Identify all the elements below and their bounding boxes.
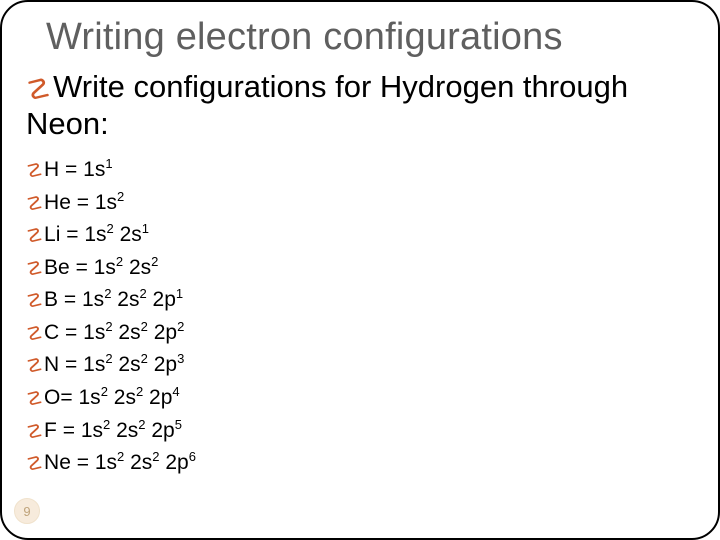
list-item: ☡Li = 1s2 2s1 xyxy=(26,219,698,252)
equals-sign: = xyxy=(71,191,95,214)
orbital-term: 2s xyxy=(110,419,138,442)
electron-count: 2 xyxy=(101,384,108,399)
electron-count: 6 xyxy=(189,449,196,464)
electron-count: 5 xyxy=(175,417,182,432)
equals-sign: = xyxy=(57,419,81,442)
orbital-term: 1s xyxy=(83,321,105,344)
orbital-term: 1s xyxy=(94,256,116,279)
electron-count: 3 xyxy=(177,351,184,366)
electron-count: 4 xyxy=(172,384,179,399)
orbital-term: 2s xyxy=(113,321,141,344)
electron-count: 2 xyxy=(139,286,146,301)
electron-count: 2 xyxy=(105,351,112,366)
electron-count: 2 xyxy=(107,221,114,236)
orbital-term: 2s xyxy=(114,223,142,246)
element-symbol: N xyxy=(44,353,59,376)
scribble-icon: ☡ xyxy=(26,324,43,345)
equals-sign: = xyxy=(60,223,84,246)
slide-title: Writing electron configurations xyxy=(46,16,698,59)
scribble-icon: ☡ xyxy=(26,259,43,280)
orbital-term: 2s xyxy=(111,288,139,311)
electron-count: 2 xyxy=(138,417,145,432)
equals-sign: = xyxy=(58,288,82,311)
equals-sign: = xyxy=(59,158,83,181)
orbital-term: 2s xyxy=(113,353,141,376)
slide-frame: Writing electron configurations ☡Write c… xyxy=(0,0,720,540)
scribble-icon: ☡ xyxy=(26,74,51,105)
equals-sign: = xyxy=(59,321,83,344)
orbital-term: 2p xyxy=(147,288,176,311)
orbital-term: 2p xyxy=(148,321,177,344)
element-symbol: Li xyxy=(44,223,60,246)
orbital-term: 1s xyxy=(84,223,106,246)
electron-count: 2 xyxy=(152,449,159,464)
list-item: ☡Be = 1s2 2s2 xyxy=(26,252,698,285)
electron-count: 2 xyxy=(105,319,112,334)
electron-count: 2 xyxy=(151,254,158,269)
scribble-icon: ☡ xyxy=(26,389,43,410)
list-item: ☡H = 1s1 xyxy=(26,154,698,187)
orbital-term: 1s xyxy=(81,419,103,442)
orbital-term: 2p xyxy=(148,353,177,376)
list-item: ☡B = 1s2 2s2 2p1 xyxy=(26,284,698,317)
orbital-term: 1s xyxy=(79,386,101,409)
orbital-term: 2p xyxy=(143,386,172,409)
electron-count: 2 xyxy=(117,189,124,204)
orbital-term: 2s xyxy=(123,256,151,279)
orbital-term: 2p xyxy=(160,451,189,474)
orbital-term: 2s xyxy=(108,386,136,409)
equals-sign: = xyxy=(59,353,83,376)
equals-sign: = xyxy=(60,386,78,409)
electron-count: 2 xyxy=(141,319,148,334)
config-list: ☡H = 1s1☡He = 1s2☡Li = 1s2 2s1☡Be = 1s2 … xyxy=(26,154,698,479)
electron-count: 1 xyxy=(142,221,149,236)
element-symbol: Be xyxy=(44,256,70,279)
list-item: ☡F = 1s2 2s2 2p5 xyxy=(26,415,698,448)
scribble-icon: ☡ xyxy=(26,422,43,443)
list-item: ☡N = 1s2 2s2 2p3 xyxy=(26,349,698,382)
page-number-badge: 9 xyxy=(14,498,40,524)
intro-text: Write configurations for Hydrogen throug… xyxy=(26,69,628,141)
element-symbol: He xyxy=(44,191,71,214)
equals-sign: = xyxy=(70,256,94,279)
orbital-term: 1s xyxy=(95,191,117,214)
element-symbol: Ne xyxy=(44,451,71,474)
scribble-icon: ☡ xyxy=(26,356,43,377)
scribble-icon: ☡ xyxy=(26,194,43,215)
electron-count: 2 xyxy=(177,319,184,334)
scribble-icon: ☡ xyxy=(26,161,43,182)
scribble-icon: ☡ xyxy=(26,226,43,247)
list-item: ☡C = 1s2 2s2 2p2 xyxy=(26,317,698,350)
list-item: ☡O= 1s2 2s2 2p4 xyxy=(26,382,698,415)
orbital-term: 2p xyxy=(146,419,175,442)
element-symbol: F xyxy=(44,419,57,442)
scribble-icon: ☡ xyxy=(26,454,43,475)
element-symbol: C xyxy=(44,321,59,344)
element-symbol: H xyxy=(44,158,59,181)
electron-count: 1 xyxy=(105,156,112,171)
orbital-term: 1s xyxy=(82,288,104,311)
intro-line: ☡Write configurations for Hydrogen throu… xyxy=(26,69,698,142)
list-item: ☡He = 1s2 xyxy=(26,187,698,220)
scribble-icon: ☡ xyxy=(26,291,43,312)
orbital-term: 1s xyxy=(83,353,105,376)
list-item: ☡Ne = 1s2 2s2 2p6 xyxy=(26,447,698,480)
element-symbol: B xyxy=(44,288,58,311)
orbital-term: 1s xyxy=(83,158,105,181)
equals-sign: = xyxy=(71,451,95,474)
orbital-term: 1s xyxy=(95,451,117,474)
element-symbol: O xyxy=(44,386,60,409)
electron-count: 1 xyxy=(176,286,183,301)
electron-count: 2 xyxy=(141,351,148,366)
orbital-term: 2s xyxy=(124,451,152,474)
